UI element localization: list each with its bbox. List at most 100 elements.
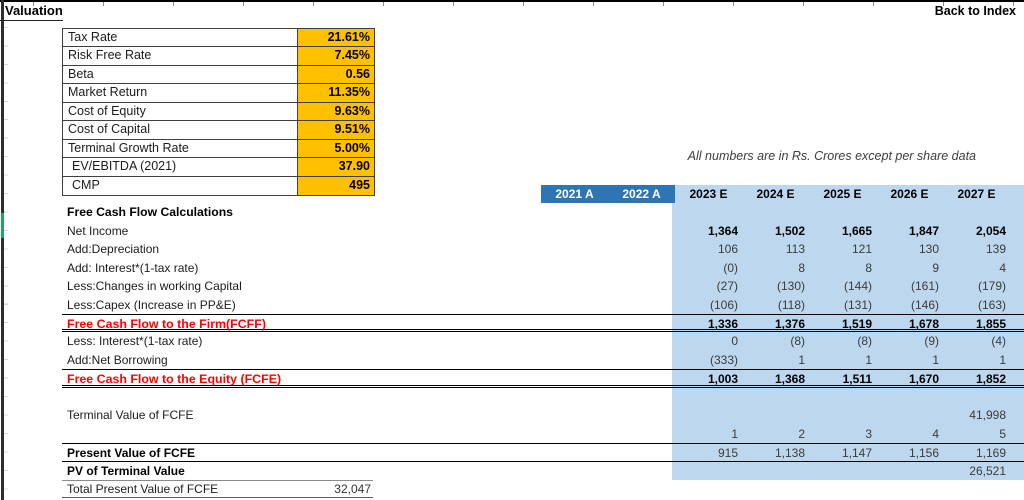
value-cell: 1,368 [774, 372, 805, 387]
value-cell [809, 462, 876, 480]
filler-cell [1010, 277, 1024, 295]
total-pv-value: 32,047 [334, 481, 371, 496]
filler-cell [1010, 332, 1024, 350]
table-row: Less:Changes in working Capital (27) (130)… [62, 277, 1024, 295]
table-row: Present Value of FCFE 915 1,138 1,147 1,156 1… [62, 443, 1024, 462]
value-cell: 1 [999, 352, 1006, 367]
filler-cell [1010, 296, 1024, 314]
row-label: Add:Net Borrowing [67, 352, 168, 367]
row-label: PV of Terminal Value [67, 463, 185, 478]
assumption-row: Cost of Capital 9.51% [63, 121, 374, 140]
value-cell: 4 [932, 426, 939, 441]
value-cell [943, 388, 1010, 406]
total-pv-label: Total Present Value of FCFE [67, 481, 219, 496]
assumption-row: Terminal Growth Rate 5.00% [63, 139, 374, 159]
value-cell: 1,376 [774, 317, 805, 332]
value-cell: (9) [924, 334, 939, 349]
row-label: Net Income [67, 223, 129, 238]
value-cell: 1 [798, 352, 805, 367]
row-label: Terminal Value of FCFE [67, 408, 194, 423]
value-cell: 1,156 [908, 446, 939, 461]
year-header-estimate: 2023 E [689, 187, 728, 201]
total-pv-row: Total Present Value of FCFE 32,047 [62, 481, 373, 499]
assumption-input-cell[interactable]: 37.90 [297, 158, 374, 176]
value-cell: 1,169 [975, 446, 1006, 461]
filler-cell [1010, 351, 1024, 369]
value-cell: 1,855 [975, 317, 1006, 332]
assumption-input-cell[interactable]: 0.56 [297, 65, 374, 84]
value-cell [742, 462, 809, 480]
value-cell: 8 [798, 260, 805, 275]
table-row: Add:Net Borrowing (333) 1 1 1 1 [62, 351, 1024, 369]
row-label: Less:Capex (Increase in PP&E) [67, 297, 236, 312]
assumption-input-cell[interactable]: 7.45% [297, 47, 374, 65]
assumption-input-cell[interactable]: 5.00% [297, 139, 374, 158]
value-cell: 1,511 [842, 372, 872, 387]
value-cell [876, 462, 943, 480]
value-cell: (144) [843, 279, 872, 294]
units-note: All numbers are in Rs. Crores except per… [687, 149, 976, 163]
assumption-row: Beta 0.56 [63, 65, 374, 85]
assumption-label: Market Return [68, 85, 148, 100]
value-cell: 121 [851, 242, 872, 257]
filler-cell [1010, 462, 1024, 480]
table-row [62, 388, 1024, 406]
title-underline [0, 19, 63, 21]
table-row: Less:Capex (Increase in PP&E) (106) (118) (… [62, 296, 1024, 314]
value-cell: (146) [910, 297, 939, 312]
value-cell: (8) [790, 334, 805, 349]
value-cell: 1,665 [841, 223, 872, 238]
assumption-row: Market Return 11.35% [63, 84, 374, 103]
value-cell: 1,670 [908, 372, 939, 387]
value-cell: 130 [918, 242, 939, 257]
value-cell [809, 406, 876, 424]
value-cell: (27) [716, 279, 738, 294]
table-row: Free Cash Flow to the Firm(FCFF) 1,336 1,3… [62, 314, 1024, 333]
sheet-top-border [0, 0, 1024, 2]
value-cell: 1,852 [975, 372, 1006, 387]
back-to-index-link[interactable]: Back to Index [934, 4, 1016, 18]
section-title: Free Cash Flow Calculations [67, 205, 233, 220]
filler-cell [1010, 406, 1024, 424]
year-header-estimate: 2027 E [957, 187, 996, 201]
row-label: Present Value of FCFE [67, 446, 196, 461]
column-gridline-ticks [33, 2, 1018, 6]
value-cell [742, 388, 809, 406]
year-header-estimate: 2026 E [890, 187, 929, 201]
value-cell: 0 [731, 334, 738, 349]
assumption-input-cell[interactable]: 9.51% [297, 121, 374, 139]
assumption-input-cell[interactable]: 495 [297, 176, 374, 195]
assumption-input-cell[interactable]: 11.35% [297, 84, 374, 102]
assumption-input-cell[interactable]: 21.61% [297, 29, 374, 47]
value-cell: (161) [910, 279, 939, 294]
value-cell: 2 [798, 426, 805, 441]
value-cell [809, 388, 876, 406]
assumptions-table: Tax Rate 21.61% Risk Free Rate 7.45% Beta 0.5… [62, 28, 375, 196]
value-cell: 1,336 [707, 317, 738, 332]
value-cell: 106 [717, 242, 738, 257]
assumption-input-cell[interactable]: 9.63% [297, 102, 374, 121]
table-row: Terminal Value of FCFE 41,998 [62, 406, 1024, 424]
estimate-columns-background [672, 185, 1024, 481]
assumption-row: EV/EBITDA (2021) 37.90 [63, 158, 374, 177]
filler-cell [1010, 240, 1024, 258]
year-header-actual: 2022 A [608, 185, 675, 204]
row-selection-marker [1, 213, 4, 238]
assumption-label: Cost of Capital [68, 122, 150, 137]
assumption-row: Risk Free Rate 7.45% [63, 47, 374, 66]
value-cell: 1,502 [774, 223, 805, 238]
page-title: Valuation [5, 3, 63, 18]
table-row: 1 2 3 4 5 [62, 425, 1024, 443]
value-cell: (4) [991, 334, 1006, 349]
value-cell: 915 [717, 446, 738, 461]
value-cell: (0) [723, 260, 738, 275]
value-cell: (163) [977, 297, 1006, 312]
assumption-label: Beta [68, 66, 94, 81]
value-cell: 8 [865, 260, 872, 275]
value-cell: 1,678 [908, 317, 939, 332]
value-cell: 4 [999, 260, 1006, 275]
value-cell: (118) [777, 297, 805, 312]
value-cell: 1,519 [841, 317, 872, 332]
row-label: Free Cash Flow to the Equity (FCFE) [67, 372, 282, 387]
assumption-label: Terminal Growth Rate [68, 140, 189, 155]
